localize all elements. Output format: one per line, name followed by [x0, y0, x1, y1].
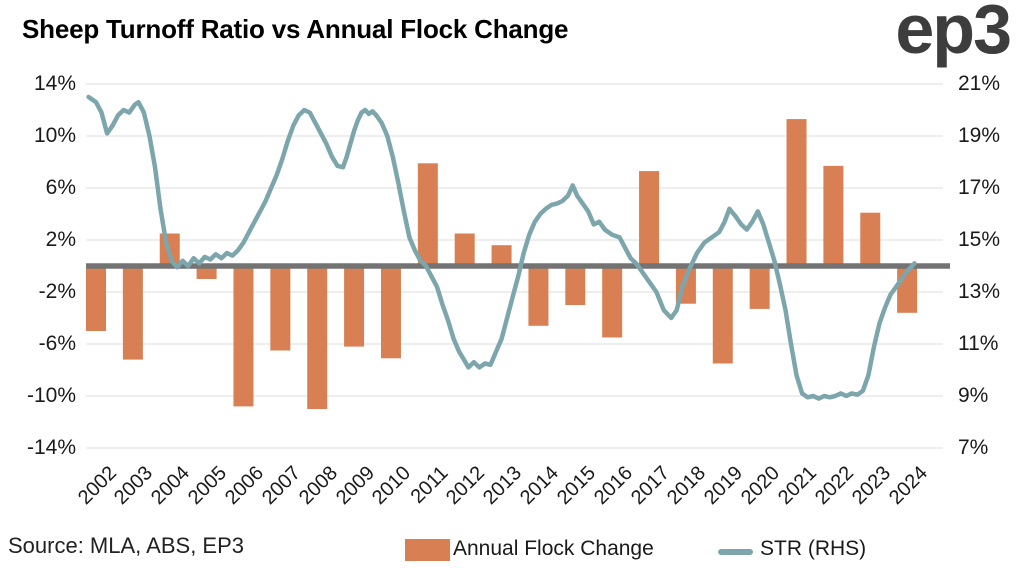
- bar-2003: [122, 266, 143, 360]
- bar-2015: [565, 266, 586, 305]
- bar-2011: [417, 163, 438, 266]
- bar-2014: [528, 266, 549, 326]
- right-axis-tick: 11%: [958, 332, 999, 355]
- bar-2005: [196, 266, 217, 279]
- bar-2023: [860, 212, 881, 266]
- legend-line-label: STR (RHS): [760, 537, 867, 560]
- bar-2012: [454, 233, 475, 266]
- right-axis-tick: 15%: [958, 228, 1001, 251]
- left-axis-tick: -14%: [26, 436, 76, 459]
- str-line: [86, 94, 917, 401]
- right-axis-tick: 17%: [958, 176, 1001, 199]
- left-axis-tick: -2%: [38, 280, 76, 303]
- bar-2007: [270, 266, 291, 351]
- bar-2013: [491, 245, 512, 266]
- source-note: Source: MLA, ABS, EP3: [8, 533, 245, 558]
- ep3-logo: ep3: [895, 0, 1012, 68]
- right-axis-tick: 19%: [958, 124, 1001, 147]
- bar-2017: [639, 171, 660, 266]
- right-axis-tick: 13%: [958, 280, 1001, 303]
- bar-2010: [380, 266, 401, 359]
- left-axis-tick: -6%: [38, 332, 76, 355]
- page-title: Sheep Turnoff Ratio vs Annual Flock Chan…: [22, 14, 569, 44]
- left-axis-tick: 6%: [45, 176, 76, 199]
- right-axis-tick: 7%: [958, 436, 989, 459]
- legend-bar-swatch: [405, 539, 450, 561]
- zero-line: [86, 263, 950, 269]
- bar-2021: [786, 119, 807, 266]
- left-axis-tick: 2%: [45, 228, 76, 251]
- left-axis-tick: 14%: [33, 72, 76, 95]
- legend-line-swatch: [718, 549, 753, 555]
- right-axis-tick: 21%: [958, 72, 1001, 95]
- bar-2002: [86, 266, 106, 331]
- right-axis-tick: 9%: [958, 384, 989, 407]
- legend-bar-label: Annual Flock Change: [453, 537, 654, 560]
- bar-2008: [307, 266, 328, 409]
- bar-2006: [233, 266, 254, 407]
- bar-2019: [712, 266, 733, 364]
- left-axis-tick: -10%: [26, 384, 76, 407]
- bar-2009: [344, 266, 365, 347]
- left-axis-tick: 10%: [33, 124, 76, 147]
- bar-2020: [749, 266, 770, 309]
- bar-2016: [602, 266, 623, 338]
- bar-2022: [823, 165, 844, 266]
